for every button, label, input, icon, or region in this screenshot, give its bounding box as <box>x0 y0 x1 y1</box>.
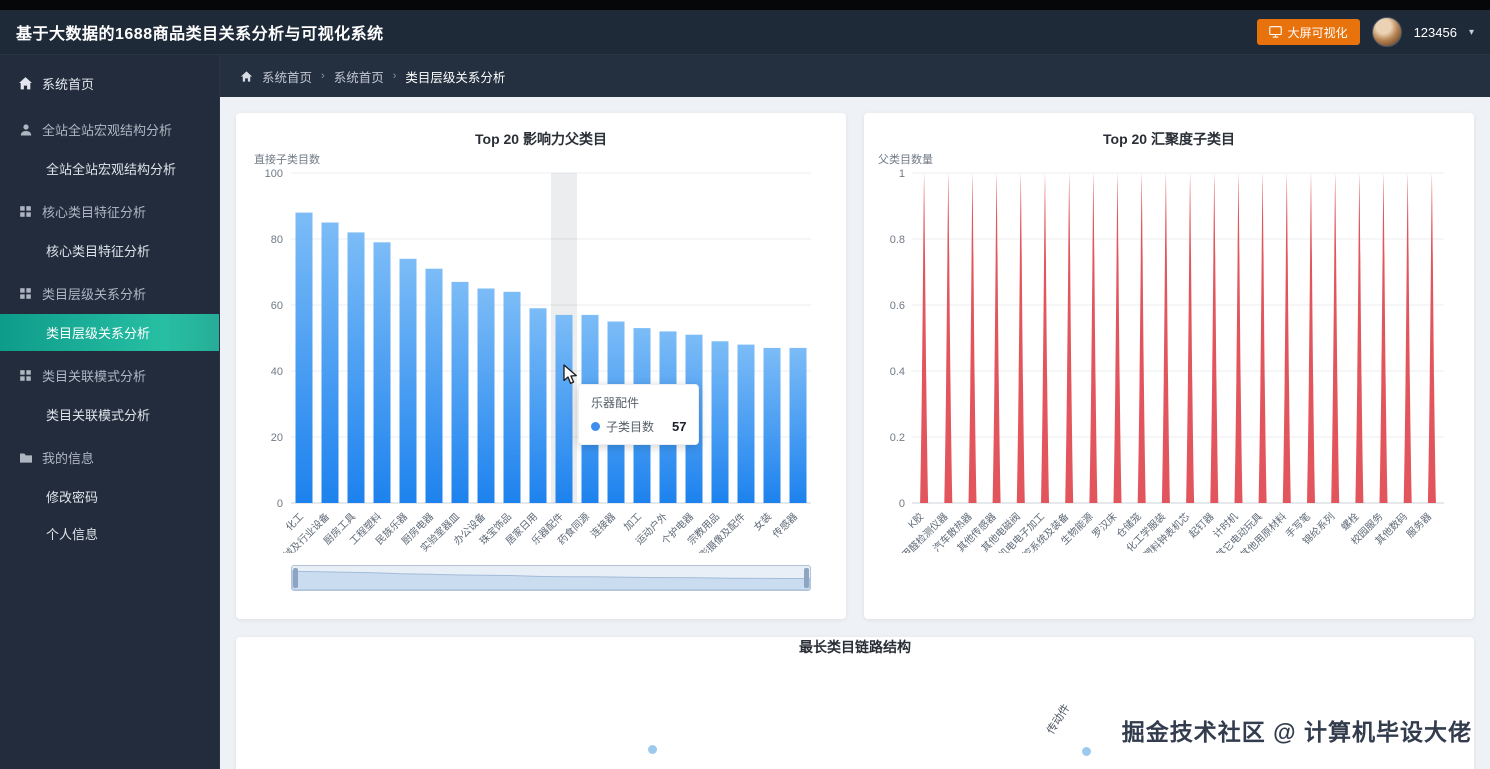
main-area: 系统首页 › 系统首页 › 类目层级关系分析 Top 20 影响力父类目 直接子类目数 0… <box>220 55 1490 769</box>
svg-text:0.6: 0.6 <box>890 300 905 312</box>
chain-node-dot[interactable] <box>1082 747 1091 756</box>
home-icon <box>240 70 253 82</box>
svg-text:100: 100 <box>265 168 283 180</box>
tooltip-category: 乐器配件 <box>591 396 640 410</box>
chart-title-influential-parents: Top 20 影响力父类目 <box>475 131 607 147</box>
sidebar-item-label: 我的信息 <box>42 451 95 466</box>
sidebar-item-label: 核心类目特征分析 <box>42 205 147 220</box>
user-icon <box>18 122 33 137</box>
svg-text:0.4: 0.4 <box>890 366 905 378</box>
sidebar-item-label: 系统首页 <box>42 76 95 92</box>
chart-title-converging-children: Top 20 汇聚度子类目 <box>1103 131 1235 147</box>
sidebar-item-2[interactable]: 全站全站宏观结构分析 <box>0 150 219 187</box>
tooltip-series-label: 子类目数 <box>606 420 655 434</box>
breadcrumb: 系统首页 › 系统首页 › 类目层级关系分析 <box>220 55 1490 97</box>
svg-text:连接器: 连接器 <box>588 510 618 540</box>
home-icon <box>18 76 33 91</box>
svg-text:60: 60 <box>271 300 283 312</box>
bar-chart[interactable]: 直接子类目数 0 20 40 60 80 100 化工 机械及行业设备 厨房工具 工程塑料 民族乐器厨… <box>236 151 846 569</box>
sidebar-item-label: 全站全站宏观结构分析 <box>46 162 177 177</box>
svg-text:0.2: 0.2 <box>890 432 905 444</box>
tooltip-value: 57 <box>672 419 687 434</box>
svg-text:服务器: 服务器 <box>1404 510 1434 540</box>
svg-text:加工: 加工 <box>621 511 644 534</box>
watermark: 掘金技术社区 @ 计算机毕设大佬 <box>1121 719 1472 745</box>
big-screen-button-label: 大屏可视化 <box>1287 25 1348 40</box>
charts-row: Top 20 影响力父类目 直接子类目数 0 20 40 60 80 100 化工 机械及行业设… <box>236 113 1474 619</box>
username[interactable]: 123456 <box>1413 24 1457 40</box>
grid-icon <box>18 286 33 301</box>
app-title: 基于大数据的1688商品类目关系分析与可视化系统 <box>16 26 384 43</box>
svg-text:直接子类目数: 直接子类目数 <box>254 152 320 166</box>
sidebar-item-8[interactable]: 类目关联模式分析 <box>0 396 219 433</box>
svg-text:0: 0 <box>899 498 905 510</box>
sidebar-item-label: 核心类目特征分析 <box>46 244 151 259</box>
sidebar-item-label: 类目关联模式分析 <box>42 369 147 384</box>
sidebar-item-4[interactable]: 核心类目特征分析 <box>0 232 219 269</box>
mouse-cursor <box>563 364 577 385</box>
sidebar-item-5[interactable]: 类目层级关系分析 <box>0 273 219 314</box>
sidebar-item-label: 类目层级关系分析 <box>46 326 151 341</box>
svg-text:0: 0 <box>277 498 283 510</box>
sidebar-item-label: 全站全站宏观结构分析 <box>42 123 173 138</box>
sidebar-item-1[interactable]: 全站全站宏观结构分析 <box>0 109 219 150</box>
chain-node-dot[interactable] <box>648 745 657 754</box>
svg-text:女装: 女装 <box>751 510 774 533</box>
sidebar-item-label: 类目关联模式分析 <box>46 408 151 423</box>
svg-text:K胶: K胶 <box>905 510 926 531</box>
svg-text:螺栓: 螺栓 <box>1338 510 1361 533</box>
grid-icon <box>18 204 33 219</box>
svg-text:起钉器: 起钉器 <box>1187 511 1217 541</box>
app-header: 基于大数据的1688商品类目关系分析与可视化系统 大屏可视化 123456 ▾ <box>0 10 1490 55</box>
breadcrumb-separator: › <box>392 70 397 82</box>
sidebar-item-label: 个人信息 <box>46 527 99 542</box>
sidebar-item-label: 修改密码 <box>46 490 99 505</box>
svg-text:80: 80 <box>271 234 283 246</box>
avatar[interactable] <box>1371 17 1402 47</box>
monitor-icon <box>1268 26 1282 38</box>
svg-text:传感器: 传感器 <box>770 510 800 540</box>
card-longest-chain: 最长类目链路结构 传动件 <box>236 637 1474 769</box>
sidebar: 系统首页 全站全站宏观结构分析 全站全站宏观结构分析 核心类目特征分析 核心类目特征分析… <box>0 55 220 769</box>
header-right: 大屏可视化 123456 ▾ <box>1256 17 1474 47</box>
breadcrumb-item-2: 类目层级关系分析 <box>405 70 506 85</box>
grid-icon <box>18 368 33 383</box>
chart-title-longest-chain: 最长类目链路结构 <box>799 639 911 655</box>
series-dot-icon <box>591 422 600 431</box>
sidebar-item-7[interactable]: 类目关联模式分析 <box>0 355 219 396</box>
app-layout: 系统首页 全站全站宏观结构分析 全站全站宏观结构分析 核心类目特征分析 核心类目特征分析… <box>0 55 1490 769</box>
svg-text:罗汉床: 罗汉床 <box>1089 510 1119 540</box>
datazoom-slider[interactable] <box>291 565 811 591</box>
content-area: Top 20 影响力父类目 直接子类目数 0 20 40 60 80 100 化工 机械及行业设… <box>220 97 1490 769</box>
card-top20-parent-categories: Top 20 影响力父类目 直接子类目数 0 20 40 60 80 100 化工 机械及行业设… <box>236 113 846 619</box>
svg-text:0.8: 0.8 <box>890 234 905 246</box>
datazoom-handle-right[interactable] <box>804 568 809 588</box>
svg-text:20: 20 <box>271 432 283 444</box>
sidebar-item-10[interactable]: 修改密码 <box>0 478 219 515</box>
svg-text:化工: 化工 <box>283 510 306 533</box>
chain-chart[interactable]: 传动件 <box>236 659 1474 769</box>
sidebar-item-0[interactable]: 系统首页 <box>0 61 219 105</box>
chain-node-label: 传动件 <box>1044 702 1073 737</box>
tooltip-row: 子类目数 57 <box>591 418 686 435</box>
datazoom-handle-left[interactable] <box>293 568 298 588</box>
card-top20-child-categories: Top 20 汇聚度子类目 父类目数量 0 0.2 0.4 0.6 0.8 1 K胶 甲醛检测仪… <box>864 113 1474 619</box>
big-screen-button[interactable]: 大屏可视化 <box>1256 19 1360 45</box>
folder-icon <box>18 450 33 465</box>
svg-text:40: 40 <box>271 366 283 378</box>
sidebar-item-6-active[interactable]: 类目层级关系分析 <box>0 314 219 351</box>
sidebar-item-11[interactable]: 个人信息 <box>0 515 219 552</box>
breadcrumb-item-0[interactable]: 系统首页 <box>262 70 313 85</box>
svg-text:1: 1 <box>899 168 905 180</box>
svg-text:父类目数量: 父类目数量 <box>878 152 933 166</box>
breadcrumb-item-1[interactable]: 系统首页 <box>333 70 384 85</box>
window-top-strip <box>0 0 1490 10</box>
chevron-down-icon[interactable]: ▾ <box>1468 26 1474 38</box>
sidebar-item-9[interactable]: 我的信息 <box>0 437 219 478</box>
breadcrumb-separator: › <box>321 70 325 82</box>
sidebar-item-3[interactable]: 核心类目特征分析 <box>0 191 219 232</box>
chart-tooltip: 乐器配件 子类目数 57 <box>578 384 700 445</box>
spike-chart[interactable]: 父类目数量 0 0.2 0.4 0.6 0.8 1 K胶 甲醛检测仪器 汽车散热器 其他传感器 其他电… <box>864 151 1474 576</box>
sidebar-item-label: 类目层级关系分析 <box>42 287 147 302</box>
